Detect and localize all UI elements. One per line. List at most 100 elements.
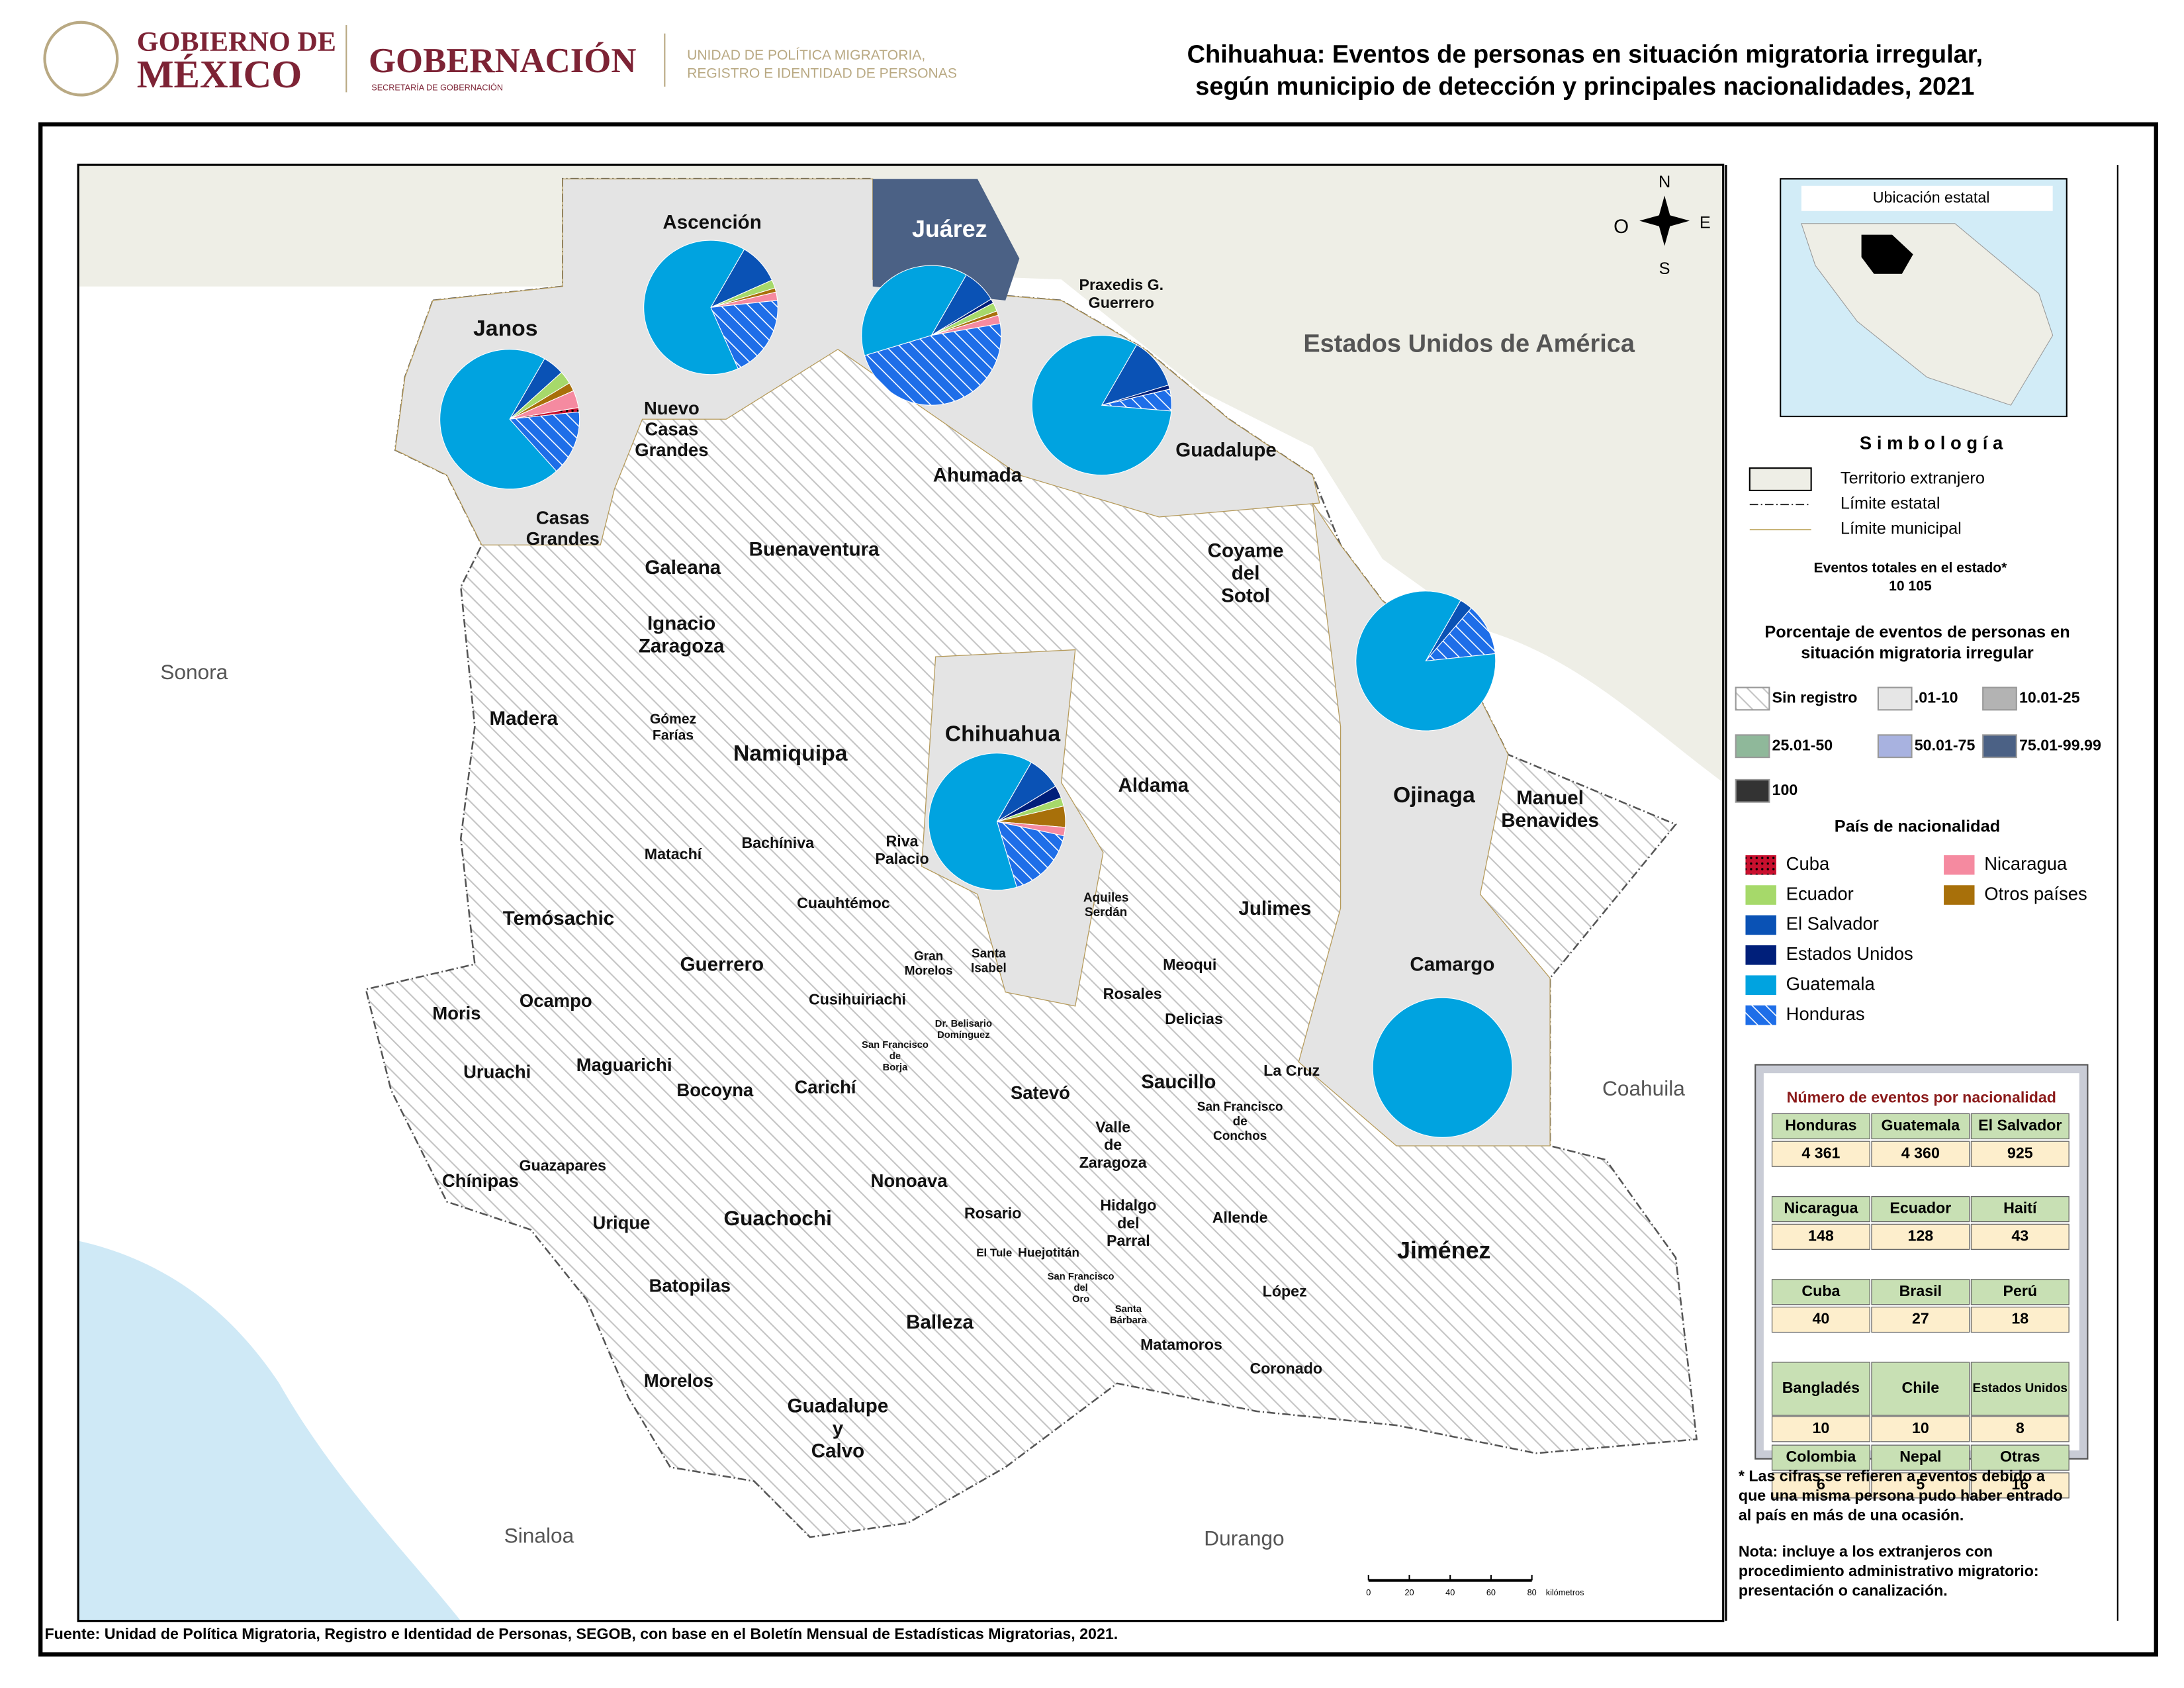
municipality-label: Julimes xyxy=(1238,898,1311,919)
municipality-label: Zaragoza xyxy=(1079,1154,1148,1171)
table-cell xyxy=(1771,1223,1870,1250)
pie-slice xyxy=(1355,590,1496,731)
municipality-label: Morelos xyxy=(905,964,953,978)
municipality-label: Morelos xyxy=(644,1370,713,1391)
nationality-label: Estados Unidos xyxy=(1786,943,1913,964)
legend-item: Territorio extranjero xyxy=(1841,469,1985,488)
scale-tick-label: 60 xyxy=(1486,1588,1496,1597)
municipality-label: Cuauhtémoc xyxy=(797,894,890,912)
pie-slice xyxy=(864,323,1002,406)
municipality-label: Guadalupe xyxy=(1175,440,1277,461)
note: al país en más de una ocasión. xyxy=(1739,1506,1964,1523)
table-cell-text: 925 xyxy=(2007,1144,2033,1161)
table-cell-text: Honduras xyxy=(1785,1117,1856,1134)
municipality-label: San Francisco xyxy=(1048,1272,1115,1282)
table-cell-text: 128 xyxy=(1907,1227,1933,1244)
municipality-label: de xyxy=(1104,1136,1122,1153)
table-cell-text: Otras xyxy=(2000,1448,2040,1465)
table-cell-text: 148 xyxy=(1808,1227,1834,1244)
scale-unit: kilómetros xyxy=(1546,1588,1584,1597)
municipality-label: Rosales xyxy=(1103,985,1162,1002)
compass-o: O xyxy=(1614,216,1629,238)
municipality-label: Ignacio xyxy=(647,612,715,634)
municipality-label: del xyxy=(1073,1283,1087,1293)
table-cell xyxy=(1970,1113,2070,1140)
municipality-label: de xyxy=(889,1051,901,1062)
nationality-label: Ecuador xyxy=(1786,883,1854,904)
municipality-label: Valle xyxy=(1095,1118,1130,1135)
total: 10 105 xyxy=(1889,579,1932,594)
table-cell xyxy=(1871,1196,1970,1223)
pie-slice xyxy=(928,753,1032,891)
table-cell xyxy=(1970,1472,2070,1499)
municipality-label: Parral xyxy=(1107,1232,1150,1249)
title: según municipio de detección y principal… xyxy=(1195,73,1974,101)
municipality-label: Conchos xyxy=(1213,1129,1267,1143)
municipality-label: Ahumada xyxy=(933,465,1023,487)
pie-slice xyxy=(1031,335,1172,476)
municipality-label: Temósachic xyxy=(503,908,614,929)
municipality-label: Uruachi xyxy=(463,1061,531,1082)
inset-label-bg xyxy=(1801,185,2053,211)
municipality-label: Borja xyxy=(883,1062,909,1073)
municipality-label: Manuel xyxy=(1516,787,1584,809)
pie-slice xyxy=(643,240,745,375)
percent-title: Porcentaje de eventos de personas en xyxy=(1764,623,2070,641)
municipality-label: Bárbara xyxy=(1110,1315,1148,1326)
class-swatch xyxy=(1877,734,1913,759)
table-cell-text: 4 360 xyxy=(1901,1144,1940,1161)
municipality-label: Satevó xyxy=(1011,1082,1070,1103)
table-cell-text: 6 xyxy=(1817,1476,1825,1493)
municipality-label: Delicias xyxy=(1165,1010,1223,1027)
table-cell xyxy=(1970,1279,2070,1305)
source: Fuente: Unidad de Política Migratoria, R… xyxy=(45,1625,1118,1642)
table-cell xyxy=(1970,1223,2070,1250)
table-cell-text: 16 xyxy=(2011,1476,2028,1493)
table-cell-text: Nepal xyxy=(1899,1448,1941,1465)
legend-swatch xyxy=(1749,467,1812,491)
note: procedimiento administrativo migratorio: xyxy=(1739,1562,2039,1579)
table-cell-text: El Salvador xyxy=(1978,1117,2062,1134)
nationality-title: País de nacionalidad xyxy=(1835,817,2000,835)
class-label: 75.01-99.99 xyxy=(2019,736,2101,753)
table-cell-text: Guatemala xyxy=(1882,1117,1961,1134)
municipality-label: Madera xyxy=(490,708,559,729)
table-cell-text: Bangladés xyxy=(1782,1379,1860,1396)
municipality-label: Saucillo xyxy=(1141,1071,1216,1093)
municipality-label: Moris xyxy=(432,1003,480,1023)
nationality-swatch xyxy=(1745,885,1776,905)
pie-slice xyxy=(861,265,967,356)
table-cell xyxy=(1771,1362,1870,1416)
table-cell-text: Estados Unidos xyxy=(1973,1382,2068,1395)
municipality-label: Carichí xyxy=(795,1077,857,1098)
emblem xyxy=(43,21,119,97)
municipality-label: Guadalupe xyxy=(788,1395,889,1417)
pie-slice xyxy=(1425,607,1496,662)
unit-line2: REGISTRO E IDENTIDAD DE PERSONAS xyxy=(687,66,957,81)
table-cell-text: Perú xyxy=(2003,1282,2037,1299)
gov-line1: GOBIERNO DE xyxy=(137,26,336,58)
pie-slice xyxy=(996,821,1065,888)
municipality-label: Guerrero xyxy=(680,953,764,975)
nationality-swatch xyxy=(1745,855,1776,875)
municipality-label: San Francisco xyxy=(1197,1100,1283,1114)
compass-e: E xyxy=(1700,213,1711,232)
municipality-label: Gran xyxy=(914,950,943,964)
municipality-label: Isabel xyxy=(971,961,1007,975)
municipality-label: Grandes xyxy=(526,528,600,549)
municipality-label: Cusihuiriachi xyxy=(809,991,906,1008)
scale-tick-label: 40 xyxy=(1445,1588,1455,1597)
pie-slice xyxy=(1101,344,1169,406)
table-cell-text: Brasil xyxy=(1899,1282,1942,1299)
municipality-label: Juárez xyxy=(912,216,987,242)
class-swatch xyxy=(1982,686,2017,711)
table-cell xyxy=(1970,1306,2070,1333)
compass-s: S xyxy=(1659,259,1670,278)
municipality-label: Chínipas xyxy=(442,1170,519,1191)
sea xyxy=(78,1241,461,1621)
table-cell xyxy=(1871,1141,1970,1167)
municipality-label: Guerrero xyxy=(1089,294,1154,311)
table-cell xyxy=(1771,1444,1870,1471)
table-cell-text: Ecuador xyxy=(1889,1199,1951,1217)
region-label: Sinaloa xyxy=(504,1523,574,1547)
